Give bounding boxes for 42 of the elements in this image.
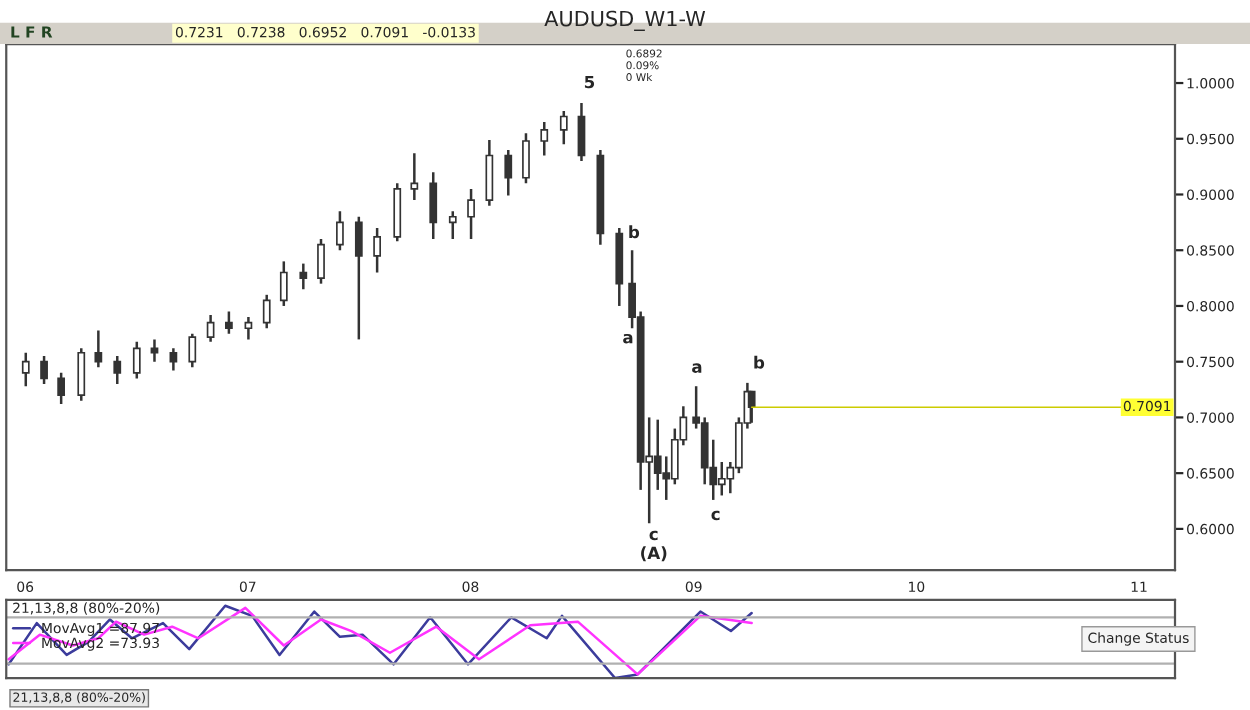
annotation: (A): [641, 546, 667, 562]
candlestick: [717, 460, 726, 497]
candlestick: [354, 215, 363, 341]
candlestick: [188, 332, 197, 369]
candlestick: [448, 209, 457, 241]
candlestick: [57, 371, 66, 406]
candlestick: [225, 310, 233, 336]
candlestick: [373, 226, 382, 274]
annotation: a: [692, 363, 702, 373]
candlestick: [132, 340, 141, 380]
candlestick: [485, 138, 494, 207]
candlestick: [94, 329, 103, 369]
candlestick: [393, 182, 402, 243]
candlestick: [653, 418, 662, 492]
candlestick: [21, 351, 30, 388]
candlestick: [504, 148, 513, 197]
candlestick: [410, 152, 419, 202]
candlestick: [113, 354, 122, 386]
candlestick: [40, 354, 48, 386]
candlestick: [244, 315, 253, 341]
candlestick: [299, 262, 308, 291]
chart-title: AUDUSD_W1-W: [544, 10, 706, 32]
annotation: b: [629, 225, 640, 239]
candlestick: [206, 313, 215, 343]
annotation: 5: [584, 75, 595, 89]
candlestick: [317, 237, 325, 285]
candlestick: [559, 109, 568, 146]
annotation: a: [623, 333, 633, 344]
candlestick: [77, 347, 86, 402]
candlestick: [169, 347, 178, 372]
annotation: b: [754, 355, 765, 369]
candlestick: [747, 389, 756, 425]
candlestick: [150, 338, 159, 363]
candlestick: [262, 293, 271, 330]
candlestick: [336, 209, 344, 252]
candlestick: [540, 120, 549, 157]
annotation: c: [649, 530, 658, 541]
candlestick: [522, 131, 530, 185]
candlestick: [429, 170, 438, 241]
candlestick: [467, 187, 475, 241]
candlestick: [279, 260, 288, 308]
annotation: c: [711, 510, 720, 521]
